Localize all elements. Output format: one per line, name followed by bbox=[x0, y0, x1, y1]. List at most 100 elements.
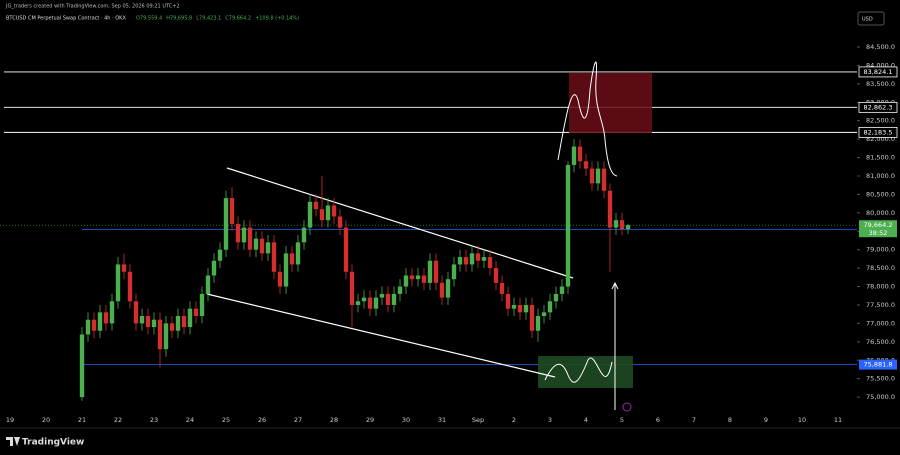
x-tick-label: 21 bbox=[78, 416, 86, 424]
candle-body bbox=[577, 146, 583, 162]
candle-body bbox=[541, 312, 547, 317]
candle-body bbox=[109, 301, 115, 324]
candle-body bbox=[493, 268, 499, 283]
candle-body bbox=[619, 220, 625, 230]
candle-body bbox=[421, 275, 427, 283]
candle-body bbox=[307, 201, 313, 228]
scribble-bottom bbox=[544, 357, 613, 383]
arrow-head bbox=[611, 281, 619, 290]
candle-body bbox=[433, 260, 439, 283]
candle-body bbox=[295, 242, 301, 265]
scribble-top bbox=[557, 61, 618, 177]
candle-body bbox=[397, 286, 403, 294]
candle-body bbox=[139, 316, 145, 324]
x-tick-label: 5 bbox=[620, 416, 624, 424]
candle-body bbox=[211, 260, 217, 276]
candle-body bbox=[553, 293, 559, 302]
candle-body bbox=[463, 257, 469, 265]
candle-body bbox=[103, 312, 109, 324]
candle-body bbox=[97, 312, 103, 331]
channel-lower bbox=[206, 293, 556, 378]
y-tick-label: 79,000.0 bbox=[866, 246, 895, 254]
candle-body bbox=[439, 282, 445, 298]
level-badge bbox=[858, 126, 898, 138]
currency: USD bbox=[862, 17, 873, 23]
y-tick-label: 77,500.0 bbox=[866, 301, 895, 309]
candle-body bbox=[223, 198, 229, 250]
level-label: 83,824.1 bbox=[864, 68, 893, 76]
x-tick-label: 19 bbox=[6, 416, 14, 424]
candle-body bbox=[301, 227, 307, 243]
candle-body bbox=[589, 168, 595, 184]
candle-body bbox=[181, 316, 187, 328]
y-tick-label: 77,000.0 bbox=[866, 319, 895, 327]
candle-body bbox=[403, 275, 409, 287]
candle-body bbox=[427, 260, 433, 283]
candle-body bbox=[601, 168, 607, 191]
event-icon[interactable] bbox=[622, 402, 632, 412]
candle-body bbox=[445, 279, 451, 298]
x-tick-label: 6 bbox=[656, 416, 660, 424]
candle-body bbox=[247, 227, 253, 250]
candle-body bbox=[331, 205, 337, 217]
channel-upper bbox=[226, 167, 574, 279]
level-badge bbox=[859, 359, 897, 370]
ohlc-value: L79,423.1 bbox=[196, 16, 221, 22]
candle-body bbox=[595, 168, 601, 184]
level-badge bbox=[858, 101, 898, 113]
level-label: 75,881.8 bbox=[864, 361, 893, 369]
x-tick-label: 10 bbox=[798, 416, 806, 424]
y-tick-label: 81,500.0 bbox=[866, 154, 895, 162]
y-tick-label: 75,500.0 bbox=[866, 375, 895, 383]
level-label: 82,862.3 bbox=[864, 103, 893, 111]
candle-body bbox=[487, 257, 493, 269]
candle-body bbox=[325, 205, 331, 221]
candle-body bbox=[337, 216, 343, 228]
candle-body bbox=[343, 227, 349, 272]
candle-body bbox=[259, 238, 265, 254]
ohlc-value: C79,664.2 bbox=[225, 16, 251, 22]
candle-body bbox=[235, 223, 241, 243]
price-badge-timer: 38:52 bbox=[869, 229, 888, 237]
x-tick-label: 23 bbox=[150, 416, 158, 424]
x-tick-label: 25 bbox=[222, 416, 230, 424]
candle-body bbox=[157, 319, 163, 350]
candle-body bbox=[529, 304, 535, 331]
currency-box[interactable] bbox=[857, 11, 885, 26]
candle-body bbox=[415, 275, 421, 280]
candle-body bbox=[205, 275, 211, 294]
ohlc-value: O79,559.4 bbox=[136, 16, 162, 22]
candle-body bbox=[175, 316, 181, 331]
candle-body bbox=[391, 293, 397, 305]
x-tick-label: 4 bbox=[584, 416, 588, 424]
candle-body bbox=[319, 209, 325, 221]
candle-body bbox=[523, 304, 529, 313]
candle-body bbox=[133, 301, 139, 324]
candle-body bbox=[475, 253, 481, 261]
candle-body bbox=[79, 334, 85, 398]
y-tick-label: 78,000.0 bbox=[866, 283, 895, 291]
candle-body bbox=[115, 264, 121, 302]
candle-body bbox=[505, 293, 511, 309]
y-tick-label: 76,500.0 bbox=[866, 338, 895, 346]
x-tick-label: 28 bbox=[330, 416, 338, 424]
candle-body bbox=[409, 275, 415, 280]
brand: TradingView bbox=[22, 438, 84, 448]
y-tick-label: 78,500.0 bbox=[866, 264, 895, 272]
candle-body bbox=[127, 271, 133, 302]
candle-body bbox=[625, 225, 631, 230]
candle-body bbox=[367, 297, 373, 309]
price-badge bbox=[859, 220, 897, 238]
candle-body bbox=[379, 293, 385, 298]
supply-zone bbox=[569, 73, 652, 133]
ohlc-value: +109.8 (+0.14%) bbox=[255, 16, 299, 22]
candle-body bbox=[499, 282, 505, 294]
candle-body bbox=[349, 271, 355, 305]
candle-body bbox=[151, 319, 157, 328]
candle-body bbox=[199, 293, 205, 317]
candle-body bbox=[253, 238, 259, 250]
candle-body bbox=[85, 319, 91, 335]
candle-body bbox=[241, 227, 247, 243]
